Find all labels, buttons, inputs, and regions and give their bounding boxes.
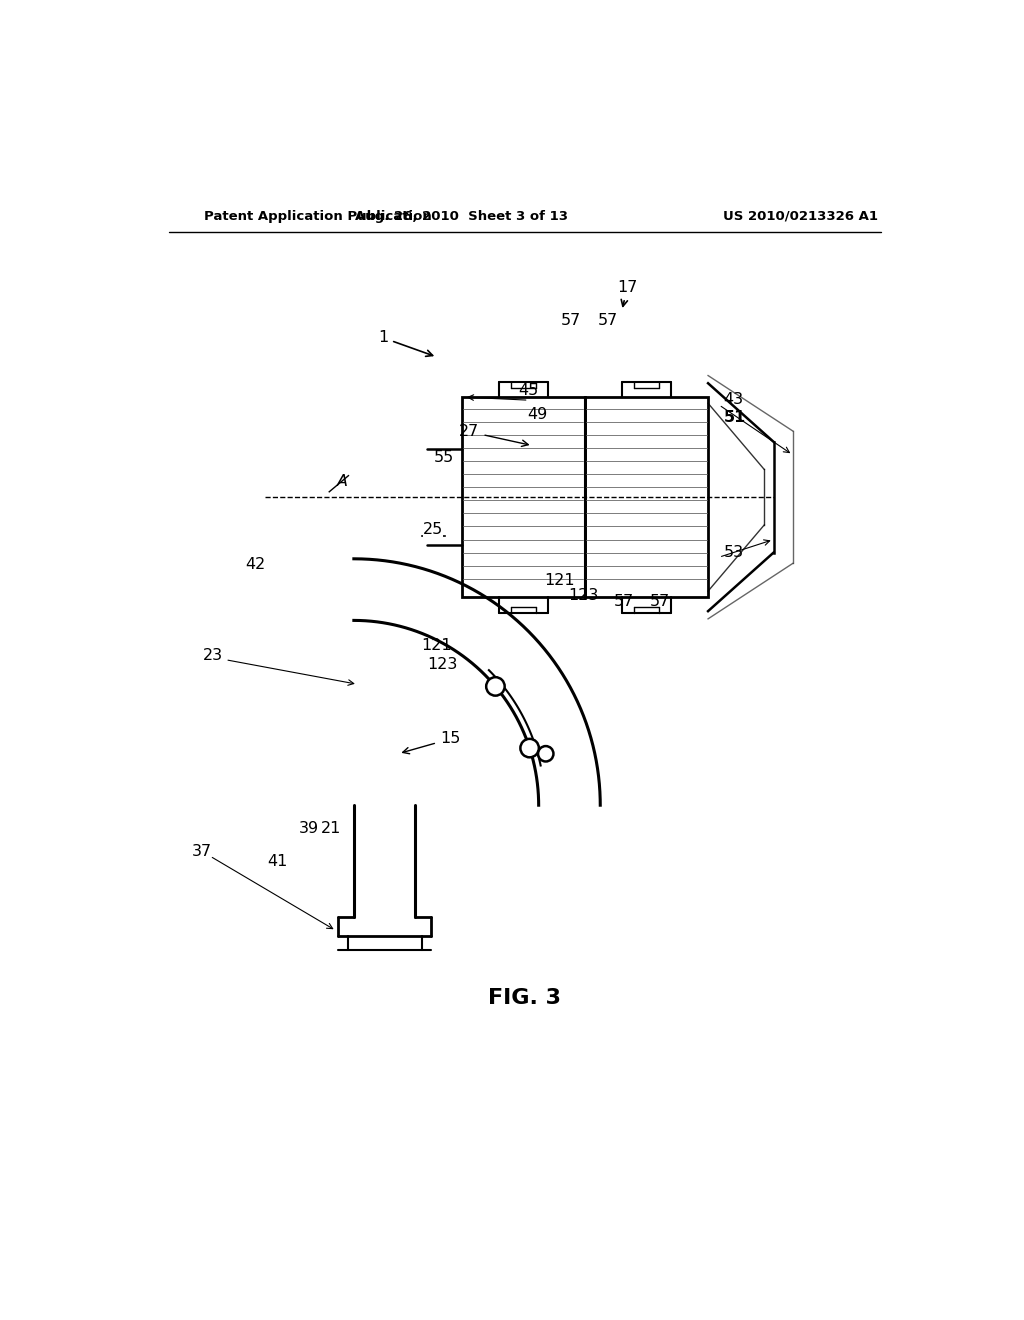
Text: 42: 42 [245, 557, 265, 573]
Text: 17: 17 [617, 280, 637, 306]
Text: 123: 123 [427, 657, 458, 672]
Text: 57: 57 [614, 594, 634, 609]
Text: 25: 25 [423, 521, 443, 537]
Text: 51: 51 [724, 411, 745, 425]
Text: 121: 121 [544, 573, 574, 587]
Text: 23: 23 [203, 648, 223, 663]
Text: 39: 39 [298, 821, 318, 836]
Text: 57: 57 [561, 313, 582, 327]
Text: 37: 37 [193, 843, 212, 859]
Text: A: A [337, 474, 348, 490]
Text: 41: 41 [267, 854, 288, 869]
Text: FIG. 3: FIG. 3 [488, 987, 561, 1007]
Text: 1: 1 [378, 330, 433, 356]
Text: 49: 49 [527, 408, 547, 422]
Text: 27: 27 [459, 424, 528, 446]
Text: 45: 45 [518, 383, 539, 399]
Text: 121: 121 [422, 638, 453, 652]
Text: 123: 123 [568, 589, 598, 603]
Text: 43: 43 [724, 392, 743, 407]
Circle shape [538, 746, 553, 762]
Circle shape [486, 677, 505, 696]
Text: Patent Application Publication: Patent Application Publication [204, 210, 431, 223]
Text: 55: 55 [434, 450, 454, 465]
Text: 53: 53 [724, 545, 743, 560]
Text: 57: 57 [650, 594, 671, 609]
Text: 15: 15 [402, 731, 461, 754]
Text: Aug. 26, 2010  Sheet 3 of 13: Aug. 26, 2010 Sheet 3 of 13 [355, 210, 568, 223]
Text: 57: 57 [598, 313, 618, 327]
Text: 21: 21 [322, 821, 342, 836]
Text: US 2010/0213326 A1: US 2010/0213326 A1 [723, 210, 878, 223]
Circle shape [520, 739, 539, 758]
